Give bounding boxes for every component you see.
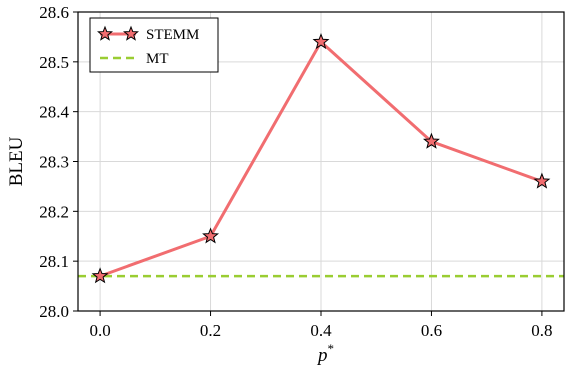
y-tick-label: 28.4 (39, 103, 69, 122)
stemm-point (91, 267, 109, 284)
y-tick-label: 28.1 (39, 252, 69, 271)
y-tick-label: 28.3 (39, 153, 69, 172)
legend-stemm-label: STEMM (146, 27, 199, 43)
y-tick-label: 28.5 (39, 53, 69, 72)
x-axis-label-base: p (316, 345, 328, 366)
stemm-point (422, 132, 440, 149)
stemm-point (533, 172, 551, 189)
x-tick-label: 0.0 (89, 321, 110, 340)
y-tick-label: 28.2 (39, 202, 69, 221)
legend: STEMM MT (89, 17, 219, 73)
stemm-point (312, 33, 330, 50)
legend-stemm-star-marker (123, 25, 139, 41)
x-axis-label-superscript: * (328, 341, 335, 356)
legend-box (89, 17, 219, 73)
y-tick-label: 28.0 (39, 302, 69, 321)
stemm-series (91, 33, 551, 284)
x-tick-label: 0.2 (200, 321, 221, 340)
x-tick-label: 0.8 (531, 321, 552, 340)
axis-ticks: 28.0 28.1 28.2 28.3 28.4 28.5 28.6 0.0 0.2 0.4 0.6… (39, 3, 552, 340)
x-tick-label: 0.4 (310, 321, 332, 340)
y-axis-label: BLEU (6, 136, 27, 186)
x-tick-label: 0.6 (421, 321, 442, 340)
x-axis-label: p* (316, 341, 334, 366)
stemm-point (202, 227, 220, 244)
legend-mt-label: MT (146, 51, 169, 67)
legend-stemm-star-marker (97, 25, 113, 41)
y-tick-label: 28.6 (39, 3, 69, 22)
